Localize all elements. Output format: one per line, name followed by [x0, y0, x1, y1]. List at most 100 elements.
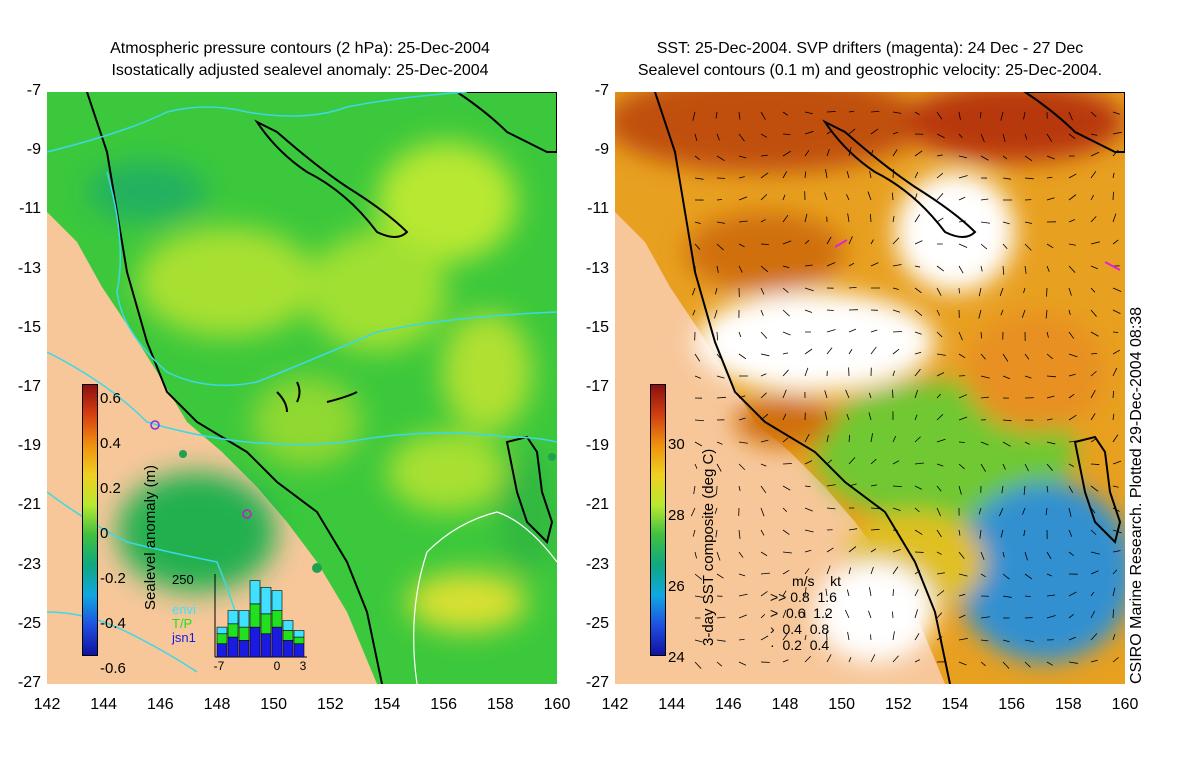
velocity-arrow [738, 417, 746, 421]
velocity-arrow [936, 111, 943, 120]
velocity-arrow [1002, 639, 1010, 643]
velocity-arrow [1112, 587, 1116, 597]
velocity-arrow [848, 262, 855, 267]
velocity-arrow [824, 612, 828, 619]
velocity-arrow [1000, 529, 1004, 538]
velocity-arrow [1112, 172, 1115, 179]
velocity-arrow [980, 551, 985, 560]
velocity-arrow [870, 484, 878, 487]
velocity-arrow [958, 133, 963, 139]
velocity-arrow [782, 551, 792, 554]
velocity-arrow [1024, 265, 1027, 274]
velocity-arrow [1068, 529, 1073, 537]
velocity-arrow [914, 462, 924, 465]
velocity-arrow [980, 331, 983, 339]
velocity-arrow [848, 328, 857, 333]
velocity-arrow [1024, 243, 1032, 251]
y-tick-label: -21 [585, 496, 609, 514]
velocity-arrow [760, 331, 768, 339]
velocity-arrow [826, 329, 836, 333]
velocity-arrow [1090, 610, 1096, 619]
velocity-arrow [1090, 463, 1100, 465]
velocity-arrow [760, 353, 770, 357]
velocity-arrow [892, 169, 894, 179]
velocity-arrow [958, 243, 968, 248]
velocity-arrow [738, 638, 745, 641]
velocity-arrow [868, 412, 872, 421]
velocity-arrow [1046, 176, 1053, 179]
velocity-arrow [870, 128, 879, 135]
velocity-arrow [738, 133, 745, 142]
velocity-arrow [1023, 485, 1026, 495]
velocity-arrow [1068, 133, 1076, 139]
velocity-arrow [1000, 111, 1004, 121]
right-title-line1: SST: 25-Dec-2004. SVP drifters (magenta)… [656, 40, 1084, 57]
velocity-arrow [694, 661, 702, 669]
velocity-arrow [1021, 309, 1026, 318]
inset-bar-segment [238, 626, 250, 641]
velocity-arrow [716, 551, 721, 561]
velocity-arrow [738, 661, 747, 666]
velocity-arrow [1002, 353, 1009, 362]
velocity-arrow [1090, 287, 1096, 293]
velocity-arrow [804, 587, 807, 597]
inset-legend-envi: envi [172, 602, 196, 617]
velocity-arrow [936, 551, 942, 555]
velocity-arrow [914, 529, 923, 535]
velocity-arrow [1002, 375, 1011, 380]
velocity-arrow [958, 593, 966, 597]
velocity-arrow [1112, 413, 1115, 421]
velocity-arrow [998, 507, 1004, 517]
velocity-arrow [936, 154, 943, 157]
inset-bar-segment [282, 630, 294, 641]
velocity-arrow [980, 243, 988, 250]
inset-bar-segment [293, 630, 305, 638]
y-tick-label: -27 [585, 674, 609, 691]
velocity-arrow [1090, 413, 1096, 421]
velocity-arrow [760, 172, 769, 179]
velocity-arrow [892, 566, 899, 575]
velocity-arrow [1068, 173, 1077, 179]
velocity-arrow [760, 265, 769, 273]
velocity-arrow [892, 348, 900, 355]
velocity-arrow [716, 639, 726, 642]
velocity-arrow [914, 309, 923, 316]
velocity-arrow [1090, 241, 1100, 245]
velocity-arrow [782, 485, 791, 491]
velocity-arrow [914, 414, 918, 421]
velocity-arrow [1068, 309, 1071, 315]
velocity-arrow [716, 616, 726, 619]
inset-bar-segment [216, 633, 228, 645]
velocity-arrow [1090, 133, 1098, 136]
velocity-arrow [1090, 170, 1097, 179]
velocity-arrow [958, 551, 965, 559]
x-tick-label: 160 [1111, 696, 1139, 713]
velocity-arrow [782, 214, 789, 223]
velocity-arrow [1002, 155, 1008, 160]
velocity-arrow [804, 171, 807, 179]
velocity-arrow [848, 348, 853, 355]
velocity-arrow [1112, 309, 1121, 314]
velocity-arrow [847, 213, 850, 223]
velocity-arrow [1068, 243, 1076, 246]
velocity-arrow [716, 396, 726, 399]
velocity-arrow [870, 262, 879, 267]
velocity-arrow [1002, 221, 1010, 225]
credit-text: CSIRO Marine Research. Plotted 29-Dec-20… [1128, 306, 1145, 684]
y-tick-label: -19 [585, 437, 609, 455]
inset-bar-segment [227, 636, 239, 658]
velocity-arrow [978, 507, 982, 515]
velocity-arrow [870, 458, 877, 465]
inset-bar-segment [293, 643, 305, 658]
velocity-arrow [1024, 573, 1033, 580]
velocity-arrow [1045, 309, 1048, 319]
velocity-arrow [848, 128, 856, 135]
velocity-arrow [1112, 239, 1119, 245]
velocity-arrow [782, 287, 789, 293]
velocity-arrow [693, 485, 696, 495]
inset-xtick: 0 [274, 659, 281, 672]
inset-legend-jsn1: jsn1 [171, 630, 196, 645]
velocity-arrow [892, 435, 897, 443]
y-tick-label: -11 [19, 200, 41, 218]
velocity-arrow [760, 413, 769, 421]
